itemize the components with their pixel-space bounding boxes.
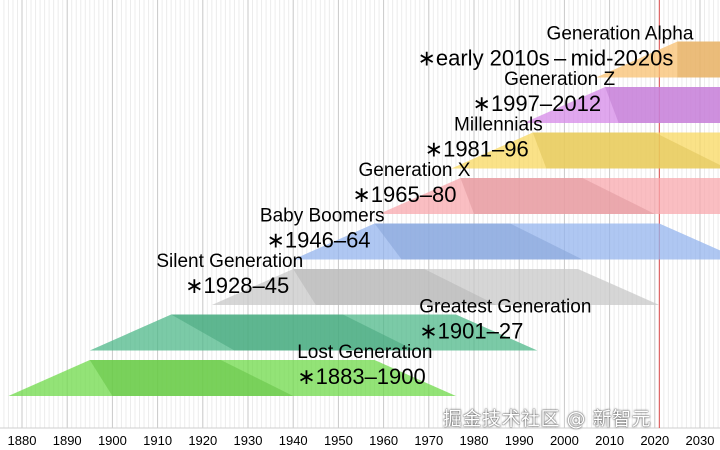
x-tick-label: 1880 [8,433,37,448]
generation-band-core [460,178,655,214]
x-tick-label: 2030 [686,433,715,448]
x-tick-label: 1940 [279,433,308,448]
x-tick-label: 1920 [188,433,217,448]
generation-name: Lost Generation [297,342,432,363]
generation-range: ∗1928–45 [185,273,289,298]
generation-name: Silent Generation [156,251,303,272]
generation-name: Baby Boomers [260,206,385,227]
generation-range: ∗1981–96 [425,137,529,162]
x-tick-label: 2020 [640,433,669,448]
generation-name: Millennials [454,115,543,136]
generation-band-core [532,132,720,169]
generation-range: ∗early 2010s – mid-2020s [417,46,673,71]
generation-name: Generation Z [504,69,615,90]
generation-range: ∗1883–1900 [297,364,426,389]
x-tick-label: 1990 [505,433,534,448]
x-tick-label: 1930 [234,433,263,448]
watermark-text: 掘金技术社区 @ 新智元 [443,408,652,430]
x-tick-label: 1970 [414,433,443,448]
generation-range: ∗1901–27 [419,319,523,344]
generation-bands [8,41,720,396]
x-tick-label: 1980 [460,433,489,448]
generation-band-core [374,223,583,260]
generation-band-core [293,269,497,305]
x-tick-label: 1890 [53,433,82,448]
generation-name: Generation Alpha [547,24,694,45]
x-tick-label: 2000 [550,433,579,448]
x-tick-label: 2010 [595,433,624,448]
generation-band-core [171,314,416,351]
x-tick-label: 1900 [98,433,127,448]
generation-labels: Lost Generation∗1883–1900 Greatest Genera… [156,24,693,390]
generation-band-core [89,360,294,396]
x-tick-label: 1960 [369,433,398,448]
x-tick-label: 1950 [324,433,353,448]
generation-range: ∗1997–2012 [473,91,602,116]
generation-range: ∗1965–80 [352,182,456,207]
generation-name: Generation X [358,160,470,181]
generation-name: Greatest Generation [419,297,591,318]
generation-band-core [677,41,720,78]
x-axis: 1880 1890 1900 1910 1920 1930 1940 1950 1960 1970… [8,433,715,448]
x-tick-label: 1910 [143,433,172,448]
generation-range: ∗1946–64 [266,228,370,253]
generation-band-core [605,87,720,123]
